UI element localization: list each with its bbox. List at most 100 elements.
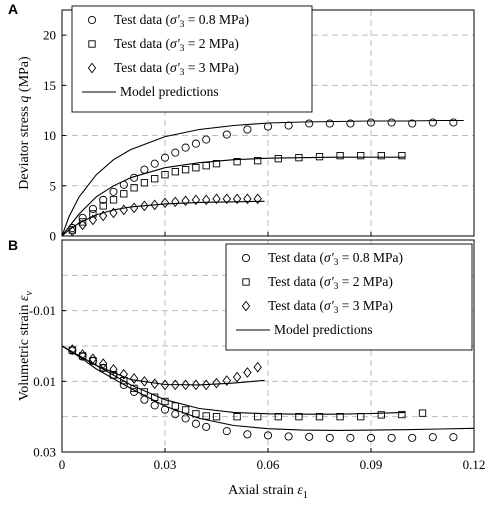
y-label-unit: (MPa) [17, 56, 32, 96]
data-point-circle [160, 153, 170, 162]
legend-box [225, 243, 473, 351]
data-point-circle [202, 135, 211, 144]
data-point-diamond [253, 361, 262, 373]
legend-label: Test data (σ'3 = 2 MPa) [114, 36, 239, 54]
legend-label-prefix: Test data ( [268, 274, 325, 289]
legend-label-suffix: = 2 MPa) [184, 36, 239, 51]
data-point-square [295, 413, 303, 421]
legend-label: Test data (σ'3 = 3 MPa) [114, 60, 239, 78]
model-line [61, 156, 406, 237]
legend-label: Test data (σ'3 = 3 MPa) [268, 298, 393, 316]
y-tick-label: -0.01 [29, 303, 56, 318]
legend-marker-diamond [87, 62, 97, 74]
data-point-diamond [119, 204, 128, 216]
data-point-circle [366, 433, 376, 442]
legend-label-subscript: 3 [334, 282, 339, 292]
legend-label-prefix: Test data ( [114, 12, 171, 27]
legend-label: Test data (σ'3 = 0.8 MPa) [114, 12, 249, 30]
legend-label-sigma: σ' [324, 250, 335, 265]
data-point-circle [408, 433, 417, 442]
data-point-circle [284, 121, 293, 130]
data-point-diamond [140, 376, 149, 387]
data-point-circle [171, 410, 180, 419]
data-point-circle [191, 139, 200, 148]
legend-label-suffix: = 3 MPa) [184, 60, 239, 75]
data-point-circle [88, 204, 97, 213]
legend-label-suffix: = 3 MPa) [338, 298, 393, 313]
legend-label-subscript: 3 [334, 258, 339, 268]
data-point-diamond [212, 377, 221, 389]
data-point-circle [78, 213, 87, 222]
panel-letter: A [8, 1, 18, 17]
x-label-subscript: 1 [303, 490, 308, 501]
data-point-diamond [202, 379, 211, 391]
data-point-square [233, 158, 241, 166]
data-point-diamond [232, 193, 242, 205]
x-tick-label: 0.03 [154, 457, 177, 472]
data-point-diamond [109, 363, 118, 375]
y-tick-label: 5 [50, 178, 57, 193]
legend-marker-diamond [241, 300, 251, 312]
x-tick-label: 0.09 [360, 457, 383, 472]
data-point-circle [325, 433, 334, 442]
data-point-diamond [78, 219, 87, 231]
data-point-diamond [160, 197, 170, 209]
data-point-square [398, 410, 406, 419]
data-point-circle [243, 125, 252, 134]
legend-label-suffix: = 0.8 MPa) [184, 12, 249, 27]
data-point-square [233, 413, 241, 421]
data-point-circle [305, 119, 314, 128]
data-point-square [130, 384, 138, 393]
x-tick-label: 0.06 [257, 457, 280, 472]
data-point-square [377, 151, 385, 160]
data-point-square [120, 376, 128, 385]
data-point-square [109, 371, 118, 379]
y-label-subscript: v [24, 290, 35, 295]
data-point-circle [160, 405, 170, 414]
data-point-diamond [243, 193, 252, 205]
data-point-diamond [119, 368, 128, 380]
data-point-square [89, 210, 97, 218]
data-point-square [99, 364, 107, 372]
x-axis-label: Axial strain ε1 [228, 483, 308, 501]
legend-label-subscript: 3 [180, 44, 185, 54]
data-point-square [336, 413, 344, 421]
legend-label-sigma: σ' [170, 12, 181, 27]
legend-label-sigma: σ' [324, 298, 335, 313]
data-point-diamond [243, 367, 252, 378]
y-tick-label: 0.03 [33, 445, 56, 460]
model-line [61, 345, 265, 386]
data-point-diamond [68, 344, 77, 355]
legend-label-sigma: σ' [170, 60, 181, 75]
data-point-circle [109, 187, 118, 196]
data-point-circle [222, 427, 231, 436]
data-point-square [109, 196, 118, 204]
data-point-circle [181, 414, 190, 423]
data-point-circle [171, 148, 180, 157]
data-point-diamond [140, 200, 149, 212]
data-point-circle [243, 430, 252, 439]
legend-label: Model predictions [120, 84, 219, 99]
y-tick-label: 10 [43, 128, 56, 143]
y-tick-label: 0 [50, 229, 57, 244]
data-point-circle [325, 119, 334, 128]
data-point-circle [428, 433, 437, 442]
y-axis-label: Deviator stress q (MPa) [17, 56, 32, 190]
data-point-diamond [78, 349, 87, 360]
legend: Test data (σ'3 = 0.8 MPa)Test data (σ'3 … [71, 5, 313, 113]
data-point-circle [263, 431, 273, 440]
data-point-diamond [202, 194, 211, 206]
data-point-circle [130, 173, 139, 182]
data-point-diamond [129, 202, 139, 214]
data-point-square [151, 393, 159, 401]
data-point-circle [140, 395, 149, 404]
data-point-circle [202, 422, 211, 431]
data-point-square [254, 413, 262, 421]
data-point-circle [181, 143, 190, 152]
data-point-diamond [150, 378, 159, 390]
data-point-square [171, 402, 179, 410]
data-point-circle [366, 118, 376, 127]
data-point-diamond [150, 199, 159, 211]
data-point-circle [150, 159, 159, 168]
legend-label-suffix: = 0.8 MPa) [338, 250, 403, 265]
